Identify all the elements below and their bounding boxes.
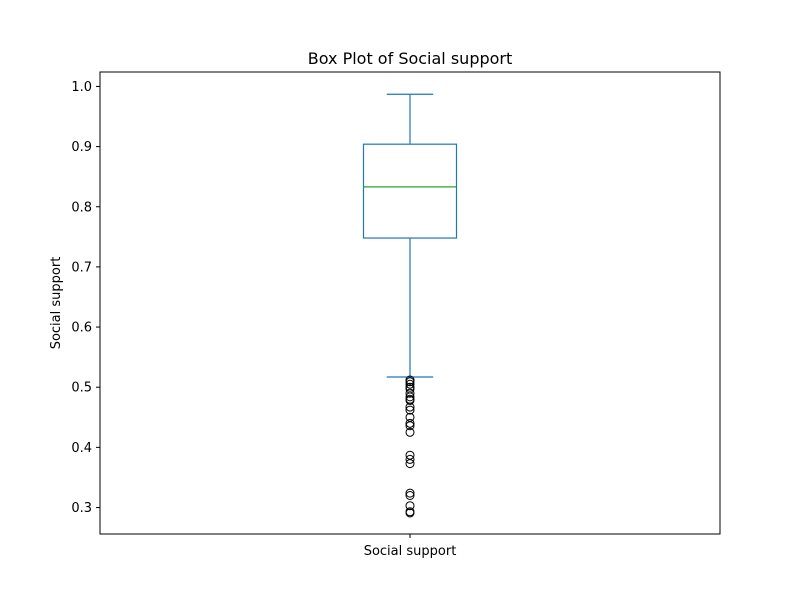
y-tick-label: 0.6 bbox=[71, 321, 92, 336]
y-tick-label: 0.4 bbox=[71, 441, 92, 456]
outlier-point bbox=[405, 459, 415, 469]
outlier-point bbox=[405, 488, 415, 498]
y-axis-label: Social support bbox=[49, 257, 64, 350]
outlier-point bbox=[405, 405, 415, 415]
outlier-point bbox=[405, 377, 415, 387]
y-tick-label: 0.5 bbox=[71, 381, 92, 396]
y-tick-label: 0.9 bbox=[71, 140, 92, 155]
outlier-point bbox=[405, 388, 415, 398]
outlier-point bbox=[405, 501, 415, 511]
plot-area: 0.3 0.4 0.5 0.6 0.7 0.8 0.9 1.0 bbox=[71, 71, 721, 538]
x-tick-label: Social support bbox=[364, 544, 457, 559]
chart-title: Box Plot of Social support bbox=[308, 49, 513, 68]
outlier-point bbox=[405, 508, 415, 518]
y-tick-label: 0.7 bbox=[71, 260, 92, 275]
outlier-point bbox=[405, 402, 415, 412]
outlier-point bbox=[405, 392, 415, 402]
y-tick-label: 0.3 bbox=[71, 501, 92, 516]
outlier-point bbox=[405, 454, 415, 464]
outlier-point bbox=[405, 491, 415, 500]
outlier-point bbox=[405, 395, 415, 405]
outlier-point bbox=[405, 379, 415, 389]
y-tick-label: 0.8 bbox=[71, 200, 92, 215]
y-tick-label: 1.0 bbox=[71, 80, 92, 95]
outlier-point bbox=[405, 418, 415, 428]
outlier-point bbox=[405, 427, 415, 437]
iqr-box bbox=[362, 143, 458, 239]
outlier-point bbox=[405, 421, 415, 431]
